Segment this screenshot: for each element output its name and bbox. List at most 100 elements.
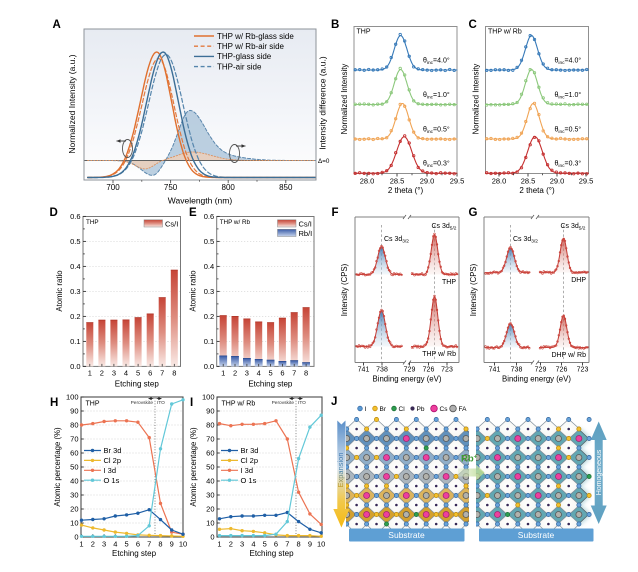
svg-text:0.1: 0.1 [70, 337, 80, 346]
svg-text:5: 5 [125, 540, 129, 549]
svg-text:0.1: 0.1 [204, 337, 214, 346]
svg-text:Homogeneous: Homogeneous [596, 449, 603, 495]
svg-text:THP: THP [357, 29, 371, 36]
svg-text:Atomic ratio: Atomic ratio [189, 270, 198, 312]
svg-text:20: 20 [206, 505, 214, 514]
svg-text:θinc=4.0°: θinc=4.0° [555, 57, 582, 67]
svg-text:29.0: 29.0 [420, 177, 435, 186]
svg-text:3: 3 [245, 369, 249, 378]
svg-text:850: 850 [279, 183, 293, 192]
svg-text:THP: THP [86, 401, 100, 408]
svg-text:2: 2 [91, 540, 95, 549]
svg-text:0.3: 0.3 [70, 287, 80, 296]
svg-text:0: 0 [210, 533, 214, 542]
svg-text:Cs 3d3/2: Cs 3d3/2 [513, 236, 538, 245]
svg-text:40: 40 [70, 477, 78, 486]
svg-text:90: 90 [70, 407, 78, 416]
svg-text:10: 10 [317, 540, 325, 549]
svg-text:0.5: 0.5 [70, 237, 80, 246]
svg-text:I 3d: I 3d [104, 466, 117, 475]
svg-text:θinc=0.3°: θinc=0.3° [423, 160, 450, 170]
svg-text:8: 8 [304, 369, 308, 378]
svg-text:D: D [50, 207, 58, 219]
svg-text:Rb/I: Rb/I [299, 229, 313, 238]
svg-text:1: 1 [221, 369, 225, 378]
svg-text:60: 60 [206, 449, 214, 458]
svg-text:0.4: 0.4 [204, 262, 214, 271]
svg-text:E: E [189, 207, 197, 219]
svg-text:726: 726 [556, 367, 568, 374]
svg-text:Cs: Cs [440, 406, 449, 413]
svg-text:10: 10 [179, 540, 187, 549]
svg-text:741: 741 [489, 367, 501, 374]
svg-text:0.0: 0.0 [204, 362, 214, 371]
svg-text:80: 80 [70, 421, 78, 430]
svg-text:8: 8 [297, 540, 301, 549]
svg-text:ITO: ITO [298, 400, 306, 406]
svg-text:THP w/ Rb-glass side: THP w/ Rb-glass side [217, 32, 294, 41]
svg-text:0.3: 0.3 [204, 287, 214, 296]
svg-text:C: C [469, 19, 477, 31]
svg-text:θinc=1.0°: θinc=1.0° [555, 91, 582, 101]
svg-text:Cs 3d5/2: Cs 3d5/2 [432, 223, 457, 232]
svg-text:θinc=1.0°: θinc=1.0° [423, 91, 450, 101]
svg-text:0.0: 0.0 [70, 362, 80, 371]
svg-text:2: 2 [229, 540, 233, 549]
svg-text:DHP w/ Rb: DHP w/ Rb [552, 352, 587, 359]
svg-text:8: 8 [158, 540, 162, 549]
svg-text:5: 5 [263, 540, 267, 549]
svg-text:Substrate: Substrate [518, 530, 555, 540]
svg-text:5: 5 [268, 369, 272, 378]
svg-text:THP w/ Rb: THP w/ Rb [222, 401, 256, 408]
svg-text:100: 100 [202, 393, 215, 402]
svg-text:6: 6 [136, 540, 140, 549]
svg-text:Cs 3d5/2: Cs 3d5/2 [561, 223, 586, 232]
svg-text:2 theta (°): 2 theta (°) [388, 186, 424, 195]
svg-text:O 1s: O 1s [241, 476, 257, 485]
svg-text:6: 6 [280, 369, 284, 378]
svg-text:Δ=0: Δ=0 [318, 158, 330, 165]
svg-text:1: 1 [217, 540, 221, 549]
svg-text:Rb+: Rb+ [461, 454, 478, 465]
svg-text:800: 800 [222, 183, 236, 192]
svg-text:3: 3 [112, 369, 116, 378]
svg-text:H: H [50, 397, 58, 409]
svg-text:90: 90 [206, 407, 214, 416]
svg-text:Binding energy (eV): Binding energy (eV) [502, 375, 571, 384]
svg-text:Etching step: Etching step [248, 380, 293, 389]
svg-text:50: 50 [70, 463, 78, 472]
svg-text:Atomic ratio: Atomic ratio [55, 270, 64, 312]
svg-text:7: 7 [147, 540, 151, 549]
svg-text:100: 100 [66, 393, 79, 402]
svg-text:29.0: 29.0 [550, 177, 565, 186]
svg-text:F: F [332, 207, 339, 219]
svg-text:Pb: Pb [417, 406, 425, 413]
svg-text:I: I [365, 406, 367, 413]
svg-text:6: 6 [148, 369, 152, 378]
svg-text:Atomic percentage (%): Atomic percentage (%) [189, 427, 198, 507]
svg-text:0.2: 0.2 [70, 312, 80, 321]
svg-text:O 1s: O 1s [104, 476, 120, 485]
svg-text:Binding energy (eV): Binding energy (eV) [373, 375, 442, 384]
svg-text:4: 4 [251, 540, 255, 549]
svg-text:THP-air side: THP-air side [217, 62, 262, 71]
svg-text:Etching step: Etching step [249, 549, 294, 558]
svg-text:3: 3 [102, 540, 106, 549]
svg-text:THP: THP [442, 279, 456, 286]
svg-text:80: 80 [206, 421, 214, 430]
svg-text:THP w/ Rb: THP w/ Rb [220, 219, 251, 226]
svg-text:Wavelength (nm): Wavelength (nm) [168, 196, 233, 206]
svg-text:G: G [469, 207, 478, 219]
svg-text:7: 7 [160, 369, 164, 378]
svg-text:28.0: 28.0 [492, 177, 507, 186]
svg-text:THP-glass side: THP-glass side [217, 52, 272, 61]
svg-text:0.5: 0.5 [204, 237, 214, 246]
svg-text:0.2: 0.2 [204, 312, 214, 321]
svg-text:I: I [190, 397, 193, 409]
svg-text:Br: Br [380, 406, 387, 413]
svg-text:0.6: 0.6 [204, 212, 214, 221]
svg-text:θinc=0.5°: θinc=0.5° [555, 126, 582, 136]
svg-text:700: 700 [106, 183, 120, 192]
svg-text:738: 738 [376, 367, 388, 374]
svg-text:10: 10 [70, 519, 78, 528]
